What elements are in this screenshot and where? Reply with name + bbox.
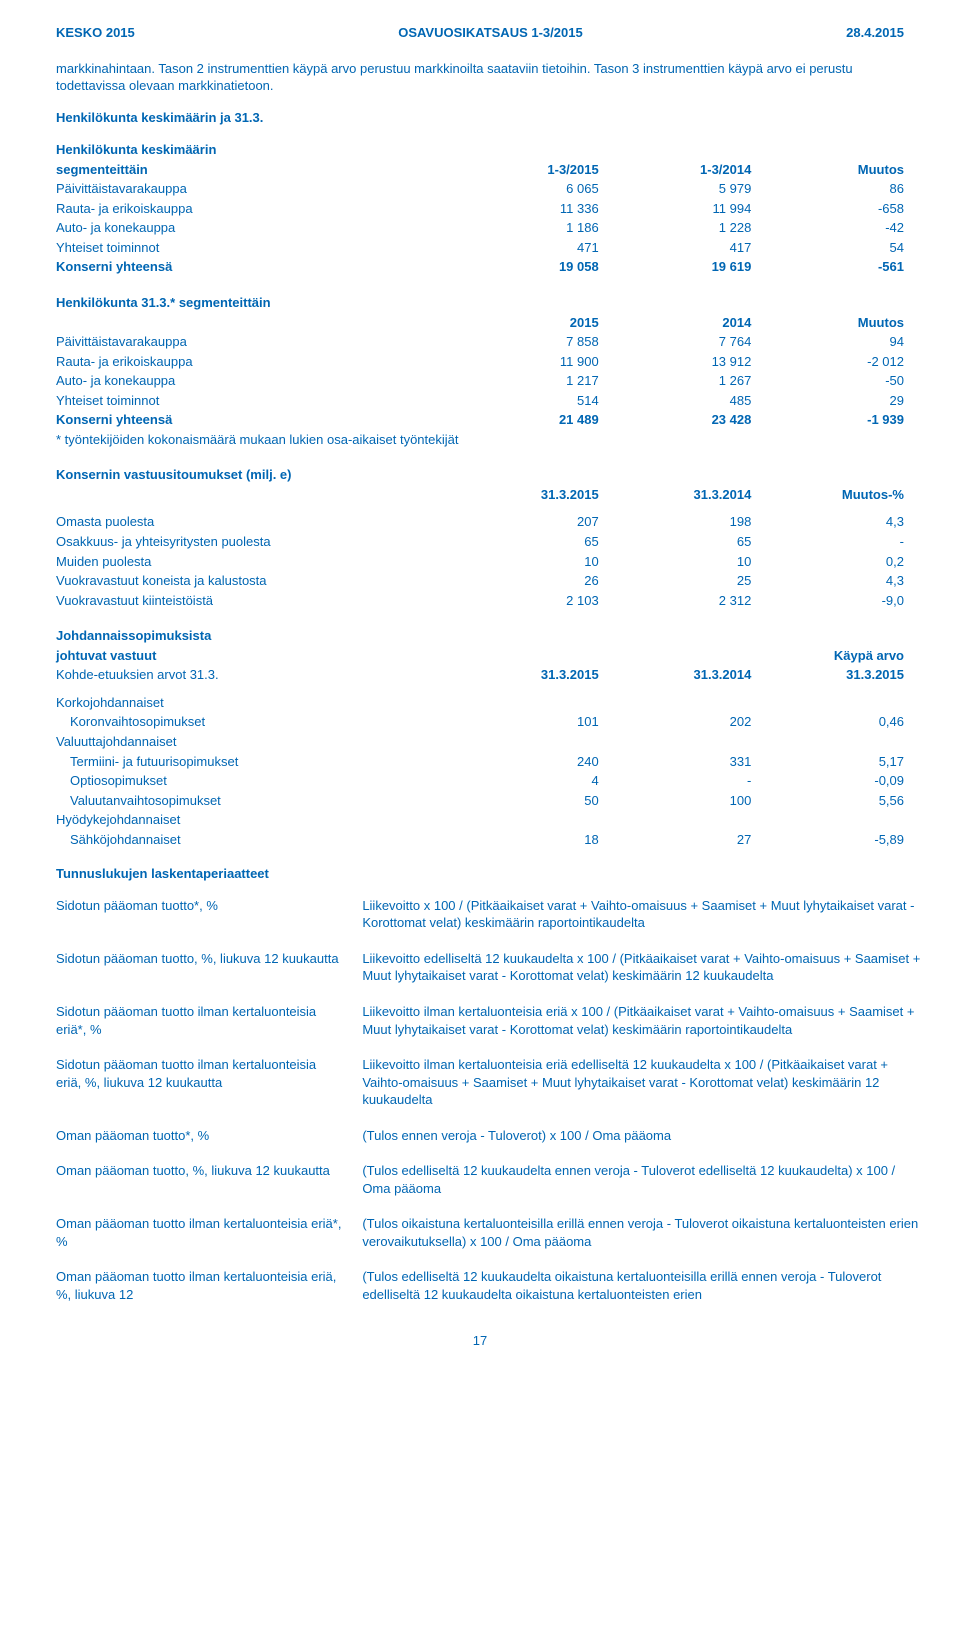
kohde-etuudet-label: Kohde-etuuksien arvot 31.3. — [56, 665, 446, 685]
johdannais-title2: johtuvat vastuut — [56, 646, 446, 666]
def-term: Oman pääoman tuotto, %, liukuva 12 kuuka… — [56, 1162, 344, 1197]
def-term: Sidotun pääoman tuotto ilman kertaluonte… — [56, 1003, 344, 1038]
col-header: 31.3.2015 — [446, 485, 599, 505]
def-term: Oman pääoman tuotto ilman kertaluonteisi… — [56, 1268, 344, 1303]
hk-313-note: * työntekijöiden kokonaismäärä mukaan lu… — [56, 430, 904, 450]
def-term: Sidotun pääoman tuotto*, % — [56, 897, 344, 932]
tunnusluku-title: Tunnuslukujen laskentaperiaatteet — [56, 865, 904, 883]
group-head: Korkojohdannaiset — [56, 693, 446, 713]
def-desc: (Tulos edelliseltä 12 kuukaudelta ennen … — [362, 1162, 922, 1197]
definitions-grid: Sidotun pääoman tuotto*, % Liikevoitto x… — [56, 897, 904, 1304]
def-term: Oman pääoman tuotto ilman kertaluonteisi… — [56, 1215, 344, 1250]
hk-seg-title2: segmenteittäin — [56, 160, 446, 180]
header-left: KESKO 2015 — [56, 24, 135, 42]
hk-313-title: Henkilökunta 31.3.* segmenteittäin — [56, 293, 446, 313]
def-term: Sidotun pääoman tuotto ilman kertaluonte… — [56, 1056, 344, 1109]
table-row: Vuokravastuut kiinteistöistä 2 103 2 312… — [56, 591, 904, 611]
group-head: Valuuttajohdannaiset — [56, 732, 446, 752]
table-row: Rauta- ja erikoiskauppa 11 336 11 994 -6… — [56, 199, 904, 219]
col-header: Muutos — [751, 313, 904, 333]
col-header: 31.3.2015 — [751, 665, 904, 685]
table-row: Osakkuus- ja yhteisyritysten puolesta 65… — [56, 532, 904, 552]
col-header: 2014 — [599, 313, 752, 333]
header-right: 28.4.2015 — [846, 24, 904, 42]
table-row: Optiosopimukset 4 - -0,09 — [56, 771, 904, 791]
table-row: Valuutanvaihtosopimukset 50 100 5,56 — [56, 791, 904, 811]
table-row: Auto- ja konekauppa 1 217 1 267 -50 — [56, 371, 904, 391]
def-term: Oman pääoman tuotto*, % — [56, 1127, 344, 1145]
table-row: Muiden puolesta 10 10 0,2 — [56, 552, 904, 572]
def-desc: Liikevoitto ilman kertaluonteisia eriä e… — [362, 1056, 922, 1109]
table-hk-313: Henkilökunta 31.3.* segmenteittäin 2015 … — [56, 293, 904, 449]
def-term: Sidotun pääoman tuotto, %, liukuva 12 ku… — [56, 950, 344, 985]
def-desc: Liikevoitto edelliseltä 12 kuukaudelta x… — [362, 950, 922, 985]
table-row: Omasta puolesta 207 198 4,3 — [56, 512, 904, 532]
def-desc: Liikevoitto x 100 / (Pitkäaikaiset varat… — [362, 897, 922, 932]
table-total-row: Konserni yhteensä 19 058 19 619 -561 — [56, 257, 904, 277]
col-header: Muutos-% — [751, 485, 904, 505]
section-title-henkilokunta: Henkilökunta keskimäärin ja 31.3. — [56, 109, 904, 127]
col-header: 1-3/2014 — [599, 160, 752, 180]
intro-paragraph: markkinahintaan. Tason 2 instrumenttien … — [56, 60, 904, 95]
def-desc: (Tulos ennen veroja - Tuloverot) x 100 /… — [362, 1127, 922, 1145]
table-row: Sähköjohdannaiset 18 27 -5,89 — [56, 830, 904, 850]
hk-seg-title1: Henkilökunta keskimäärin — [56, 140, 446, 160]
table-johdannaiset: Johdannaissopimuksista johtuvat vastuut … — [56, 626, 904, 849]
kaypa-arvo-label: Käypä arvo — [751, 646, 904, 666]
table-total-row: Konserni yhteensä 21 489 23 428 -1 939 — [56, 410, 904, 430]
table-row: Rauta- ja erikoiskauppa 11 900 13 912 -2… — [56, 352, 904, 372]
table-row: Koronvaihtosopimukset 101 202 0,46 — [56, 712, 904, 732]
page-header: KESKO 2015 OSAVUOSIKATSAUS 1-3/2015 28.4… — [56, 24, 904, 42]
def-desc: (Tulos oikaistuna kertaluonteisilla eril… — [362, 1215, 922, 1250]
table-row: Yhteiset toiminnot 514 485 29 — [56, 391, 904, 411]
col-header: 2015 — [446, 313, 599, 333]
def-desc: (Tulos edelliseltä 12 kuukaudelta oikais… — [362, 1268, 922, 1303]
page-number: 17 — [56, 1332, 904, 1350]
col-header: 31.3.2014 — [599, 485, 752, 505]
table-row: Päivittäistavarakauppa 6 065 5 979 86 — [56, 179, 904, 199]
table-hk-segmenteittain: Henkilökunta keskimäärin segmenteittäin … — [56, 140, 904, 277]
col-header: 31.3.2015 — [446, 665, 599, 685]
col-header: Muutos — [751, 160, 904, 180]
group-head: Hyödykejohdannaiset — [56, 810, 446, 830]
header-center: OSAVUOSIKATSAUS 1-3/2015 — [398, 24, 582, 42]
table-row: Termiini- ja futuurisopimukset 240 331 5… — [56, 752, 904, 772]
table-vastuusitoumukset: Konsernin vastuusitoumukset (milj. e) 31… — [56, 465, 904, 610]
vastuu-title: Konsernin vastuusitoumukset (milj. e) — [56, 465, 446, 485]
col-header: 1-3/2015 — [446, 160, 599, 180]
def-desc: Liikevoitto ilman kertaluonteisia eriä x… — [362, 1003, 922, 1038]
table-row: Päivittäistavarakauppa 7 858 7 764 94 — [56, 332, 904, 352]
table-row: Vuokravastuut koneista ja kalustosta 26 … — [56, 571, 904, 591]
table-row: Auto- ja konekauppa 1 186 1 228 -42 — [56, 218, 904, 238]
johdannais-title1: Johdannaissopimuksista — [56, 626, 446, 646]
table-row: Yhteiset toiminnot 471 417 54 — [56, 238, 904, 258]
col-header: 31.3.2014 — [599, 665, 752, 685]
